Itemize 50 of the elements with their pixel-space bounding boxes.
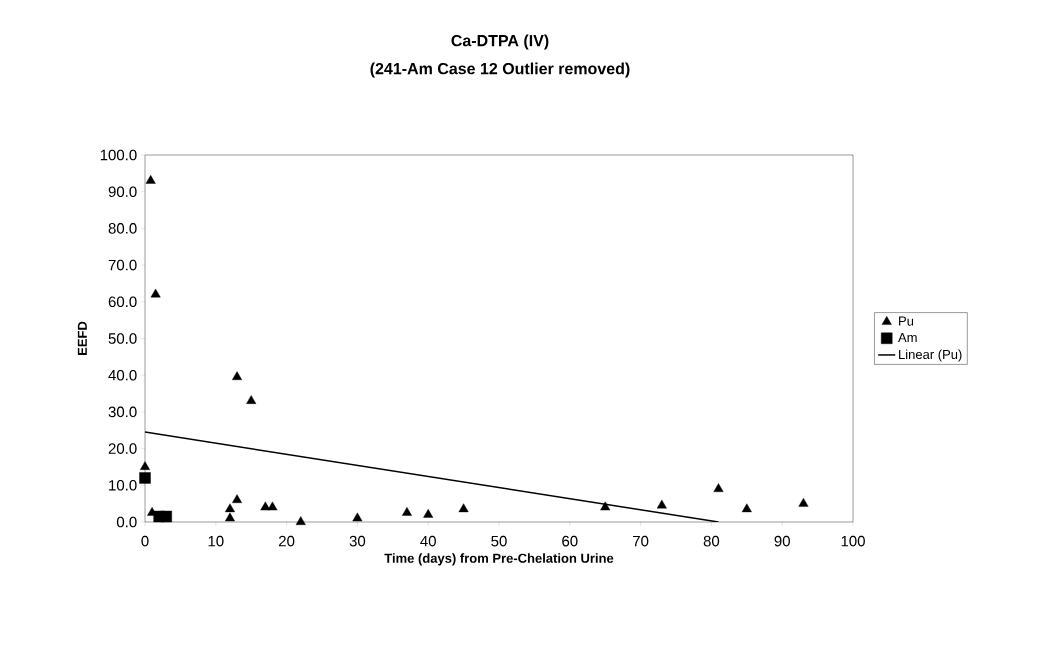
x-tick-label: 50 xyxy=(491,535,507,547)
y-tick-label: 70.0 xyxy=(108,259,137,271)
point xyxy=(600,501,611,511)
y-tick-label: 20.0 xyxy=(108,443,137,454)
point xyxy=(267,501,278,511)
point xyxy=(160,510,172,523)
x-tick-label: 40 xyxy=(420,535,436,547)
legend-label: Linear (Pu) xyxy=(899,349,962,362)
x-tick-label: 30 xyxy=(349,535,366,547)
x-tick-label: 60 xyxy=(562,535,578,547)
point xyxy=(798,497,809,507)
y-axis-title: EEFD xyxy=(77,321,87,355)
point xyxy=(741,503,752,513)
legend-label: Am xyxy=(898,333,917,342)
x-tick-label: 70 xyxy=(633,535,649,547)
x-tick-label: 0 xyxy=(141,535,149,547)
y-tick-label: 60.0 xyxy=(108,296,137,308)
point xyxy=(295,516,306,525)
point xyxy=(352,512,363,522)
point xyxy=(150,288,161,298)
legend-label: Pu xyxy=(899,316,914,326)
point xyxy=(232,494,243,503)
point xyxy=(145,174,156,184)
x-tick-label: 10 xyxy=(208,535,224,547)
x-axis-title: Time (days) from Pre-Chelation Urine xyxy=(384,553,614,566)
y-tick-label: 80.0 xyxy=(108,223,137,234)
y-tick-label: 90.0 xyxy=(108,186,137,197)
point xyxy=(140,461,150,470)
point xyxy=(139,472,151,484)
y-tick-label: 30.0 xyxy=(108,406,137,418)
x-tick-label: 80 xyxy=(703,535,720,547)
y-tick-label: 40.0 xyxy=(108,369,137,381)
point xyxy=(246,395,257,404)
chart-subtitle: (241-Am Case 12 Outlier removed) xyxy=(370,62,630,78)
point xyxy=(423,508,434,518)
y-tick-label: 0.0 xyxy=(116,516,137,528)
point xyxy=(656,499,667,509)
point xyxy=(458,503,469,513)
x-tick-label: 100 xyxy=(841,535,865,547)
point xyxy=(225,512,235,522)
point xyxy=(402,507,412,516)
point xyxy=(713,483,724,492)
y-tick-label: 10.0 xyxy=(109,479,137,491)
x-tick-label: 20 xyxy=(279,535,295,547)
point xyxy=(232,371,243,380)
x-tick-label: 90 xyxy=(774,535,790,547)
point xyxy=(225,503,235,513)
chart-title: Ca-DTPA (IV) xyxy=(451,34,549,50)
y-tick-label: 100.0 xyxy=(100,149,137,161)
y-tick-label: 50.0 xyxy=(108,333,137,344)
